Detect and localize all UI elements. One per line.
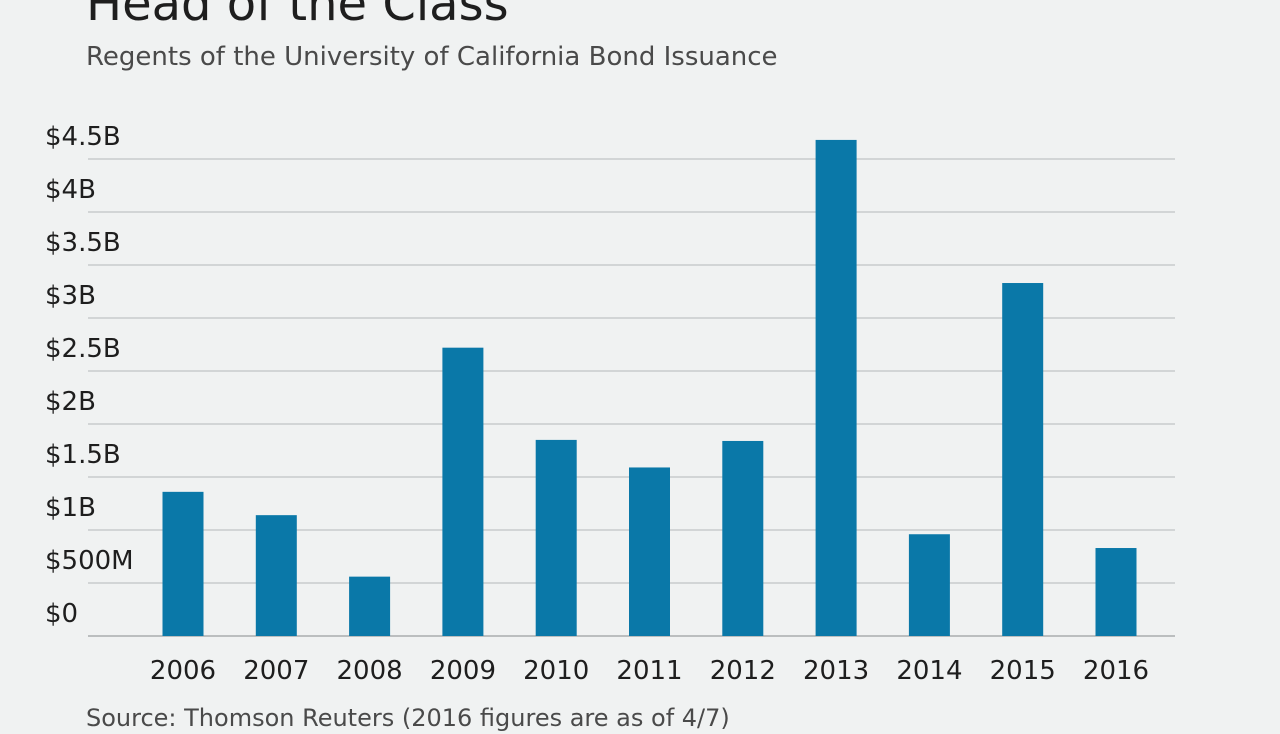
chart-title: Head of the Class (86, 0, 509, 32)
bar-2009 (442, 347, 484, 636)
source-note: Source: Thomson Reuters (2016 figures ar… (86, 704, 730, 732)
y-tick-label: $2.5B (45, 334, 121, 364)
y-tick-label: $2B (45, 387, 96, 417)
x-tick-label: 2016 (1083, 656, 1149, 686)
y-tick-label: $0 (45, 599, 78, 629)
x-tick-label: 2011 (616, 656, 682, 686)
bar-2016 (1095, 548, 1137, 636)
bar-chart: $0$500M$1B$1.5B$2B$2.5B$3B$3.5B$4B$4.5B … (45, 122, 1175, 686)
bar-2012 (722, 440, 764, 636)
bar-2013 (815, 139, 857, 637)
bars (162, 139, 1137, 637)
y-tick-label: $1.5B (45, 440, 121, 470)
chart-subtitle: Regents of the University of California … (86, 42, 778, 72)
y-tick-label: $4.5B (45, 122, 121, 152)
y-tick-label: $1B (45, 493, 96, 523)
x-tick-label: 2013 (803, 656, 869, 686)
x-tick-label: 2010 (523, 656, 589, 686)
y-tick-label: $500M (45, 546, 134, 576)
x-axis-ticks: 2006 2007 2008 2009 2010 2011 2012 2013 2014 2015… (150, 656, 1149, 686)
y-tick-label: $3B (45, 281, 96, 311)
bar-2007 (255, 515, 297, 636)
y-axis-ticks: $0 $500M $1B $1.5B $2B $2.5B $3B $3.5B $4B $4.5B (45, 122, 134, 629)
bar-2008 (349, 576, 391, 636)
x-tick-label: 2012 (710, 656, 776, 686)
bar-2006 (162, 491, 204, 636)
bar-2014 (908, 534, 950, 636)
y-tick-label: $3.5B (45, 228, 121, 258)
x-tick-label: 2014 (896, 656, 962, 686)
x-tick-label: 2006 (150, 656, 216, 686)
x-tick-label: 2007 (243, 656, 309, 686)
x-tick-label: 2009 (430, 656, 496, 686)
x-tick-label: 2015 (990, 656, 1056, 686)
y-tick-label: $4B (45, 175, 96, 205)
bar-2015 (1002, 283, 1044, 636)
x-tick-label: 2008 (337, 656, 403, 686)
bar-2010 (535, 439, 577, 636)
bar-2011 (629, 467, 670, 636)
